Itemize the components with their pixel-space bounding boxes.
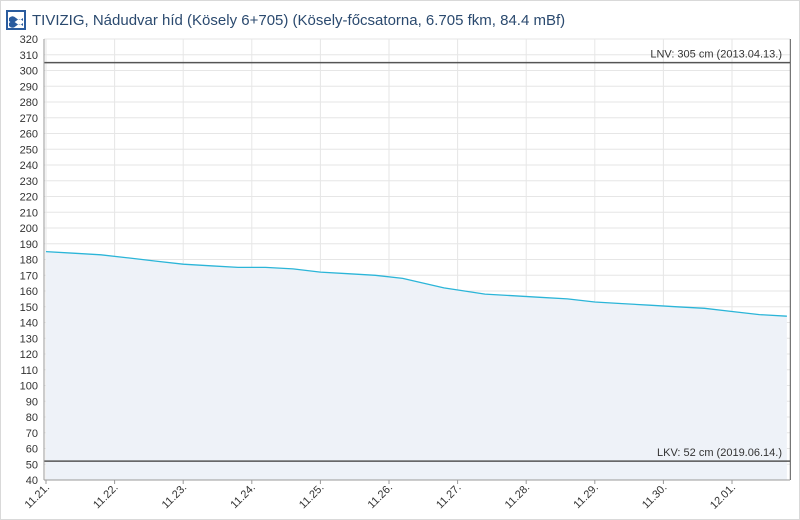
x-tick-label: 11.29. — [571, 482, 601, 512]
water-level-area — [46, 251, 787, 480]
y-tick-label: 200 — [20, 223, 38, 235]
y-tick-label: 170 — [20, 270, 38, 282]
x-tick-label: 11.27. — [434, 482, 464, 512]
y-tick-label: 240 — [20, 160, 38, 172]
x-tick-label: 11.22. — [91, 482, 121, 512]
y-tick-label: 180 — [20, 255, 38, 267]
y-tick-label: 160 — [20, 286, 38, 298]
y-tick-label: 290 — [20, 81, 38, 93]
y-tick-label: 220 — [20, 192, 38, 204]
y-tick-label: 250 — [20, 144, 38, 156]
y-tick-label: 50 — [26, 459, 38, 471]
y-tick-label: 150 — [20, 302, 38, 314]
y-tick-label: 90 — [26, 396, 38, 408]
y-tick-label: 60 — [26, 444, 38, 456]
x-tick-label: 11.25. — [297, 482, 327, 512]
y-tick-label: 230 — [20, 176, 38, 188]
y-tick-label: 300 — [20, 66, 38, 78]
y-tick-label: 40 — [26, 475, 38, 487]
reference-label-lkv: LKV: 52 cm (2019.06.14.) — [657, 447, 782, 459]
water-level-line — [45, 250, 787, 317]
chart-header: TIVIZIG, Nádudvar híd (Kösely 6+705) (Kö… — [6, 9, 565, 31]
y-tick-label: 70 — [26, 428, 38, 440]
x-tick-label: 11.26. — [366, 482, 396, 512]
reference-label-lnv: LNV: 305 cm (2013.04.13.) — [650, 49, 782, 61]
y-tick-label: 260 — [20, 129, 38, 141]
y-tick-label: 210 — [20, 207, 38, 219]
y-tick-label: 140 — [20, 318, 38, 330]
y-tick-label: 280 — [20, 97, 38, 109]
y-tick-label: 130 — [20, 333, 38, 345]
y-tick-label: 270 — [20, 113, 38, 125]
x-tick-label: 11.30. — [640, 482, 670, 512]
y-tick-label: 120 — [20, 349, 38, 361]
y-tick-label: 110 — [20, 365, 38, 377]
tivizig-wave-logo-icon — [6, 10, 26, 30]
y-tick-label: 80 — [26, 412, 38, 424]
chart-title: TIVIZIG, Nádudvar híd (Kösely 6+705) (Kö… — [32, 11, 566, 29]
y-tick-label: 320 — [20, 34, 38, 46]
x-tick-label: 11.23. — [160, 482, 190, 512]
x-tick-label: 11.24. — [228, 482, 258, 512]
x-tick-label: 12.01. — [708, 482, 738, 512]
y-tick-label: 310 — [20, 50, 38, 62]
x-tick-label: 11.28. — [503, 482, 533, 512]
y-tick-label: 190 — [20, 239, 38, 251]
y-tick-label: 100 — [20, 381, 38, 393]
